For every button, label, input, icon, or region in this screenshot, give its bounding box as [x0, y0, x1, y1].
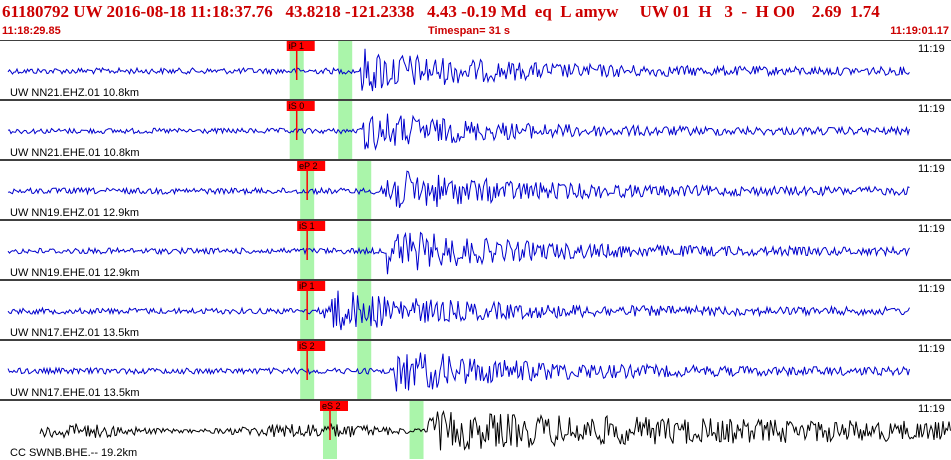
pick-label-box — [297, 281, 326, 291]
trace-time-label: 11:19 — [918, 283, 945, 295]
trace-row[interactable]: iS 0 11:19 UW NN21.EHE.01 10.8km — [0, 99, 951, 159]
trace-time-label: 11:19 — [918, 403, 945, 415]
pick-marker[interactable]: eP 2 — [297, 161, 326, 200]
waveform — [7, 170, 910, 208]
pick-label-box — [286, 101, 315, 111]
trace-time-label: 11:19 — [918, 343, 945, 355]
timespan-readout: Timespan= 31 s — [428, 25, 511, 37]
pick-label-box — [319, 401, 348, 411]
waveform — [7, 290, 910, 331]
pick-window[interactable] — [338, 41, 353, 99]
station-label: UW NN19.EHE.01 12.9km — [10, 267, 140, 279]
trace-time-label: 11:19 — [918, 103, 945, 115]
pick-marker[interactable]: eS 2 — [319, 401, 348, 440]
station-label: UW NN21.EHZ.01 10.8km — [10, 87, 139, 99]
trace-row[interactable]: iP 1 11:19 UW NN17.EHZ.01 13.5km — [0, 279, 951, 339]
trace-row[interactable]: iS 1 11:19 UW NN19.EHE.01 12.9km — [0, 219, 951, 279]
waveform — [39, 410, 951, 451]
seismogram-panel[interactable]: iP 1 11:19 UW NN21.EHZ.01 10.8km iS 0 11:19 U… — [0, 40, 951, 460]
pick-window[interactable] — [338, 101, 353, 159]
trace-row[interactable]: iP 1 11:19 UW NN21.EHZ.01 10.8km — [0, 40, 951, 99]
pick-label: iS 0 — [289, 101, 305, 111]
trace-time-label: 11:19 — [918, 43, 945, 55]
pick-label: iS 1 — [299, 221, 315, 231]
station-label: UW NN19.EHZ.01 12.9km — [10, 207, 139, 219]
station-label: UW NN21.EHE.01 10.8km — [10, 147, 140, 159]
waveform — [7, 113, 910, 151]
pick-label-box — [297, 341, 326, 351]
pick-label-box — [297, 221, 326, 231]
end-time: 11:19:01.17 — [890, 25, 949, 37]
pick-label: iS 2 — [299, 341, 315, 351]
station-label: UW NN17.EHZ.01 13.5km — [10, 327, 139, 339]
pick-label: eP 2 — [299, 161, 317, 171]
waveform — [7, 352, 910, 392]
pick-marker[interactable]: iS 2 — [297, 341, 326, 380]
trace-row[interactable]: iS 2 11:19 UW NN17.EHE.01 13.5km — [0, 339, 951, 399]
station-label: CC SWNB.BHE.-- 19.2km — [10, 447, 137, 459]
trace-time-label: 11:19 — [918, 223, 945, 235]
waveform — [7, 48, 910, 92]
start-time: 11:18:29.85 — [2, 25, 61, 37]
pick-label: eS 2 — [322, 401, 341, 411]
pick-marker[interactable]: iS 1 — [297, 221, 326, 260]
pick-label-box — [286, 41, 315, 51]
pick-marker[interactable]: iP 1 — [297, 281, 326, 320]
trace-row[interactable]: eS 2 11:19 CC SWNB.BHE.-- 19.2km — [0, 399, 951, 459]
waveform — [7, 231, 910, 275]
pick-marker[interactable]: iS 0 — [286, 101, 315, 140]
pick-window[interactable] — [357, 341, 372, 399]
station-label: UW NN17.EHE.01 13.5km — [10, 387, 140, 399]
pick-window[interactable] — [357, 221, 372, 279]
pick-label: iP 1 — [289, 41, 304, 51]
trace-row[interactable]: eP 2 11:19 UW NN19.EHZ.01 12.9km — [0, 159, 951, 219]
pick-marker[interactable]: iP 1 — [286, 41, 315, 80]
event-summary-line: 61180792 UW 2016-08-18 11:18:37.76 43.82… — [2, 2, 880, 21]
pick-label-box — [297, 161, 326, 171]
trace-time-label: 11:19 — [918, 163, 945, 175]
event-header: 61180792 UW 2016-08-18 11:18:37.76 43.82… — [0, 0, 951, 40]
pick-label: iP 1 — [299, 281, 314, 291]
